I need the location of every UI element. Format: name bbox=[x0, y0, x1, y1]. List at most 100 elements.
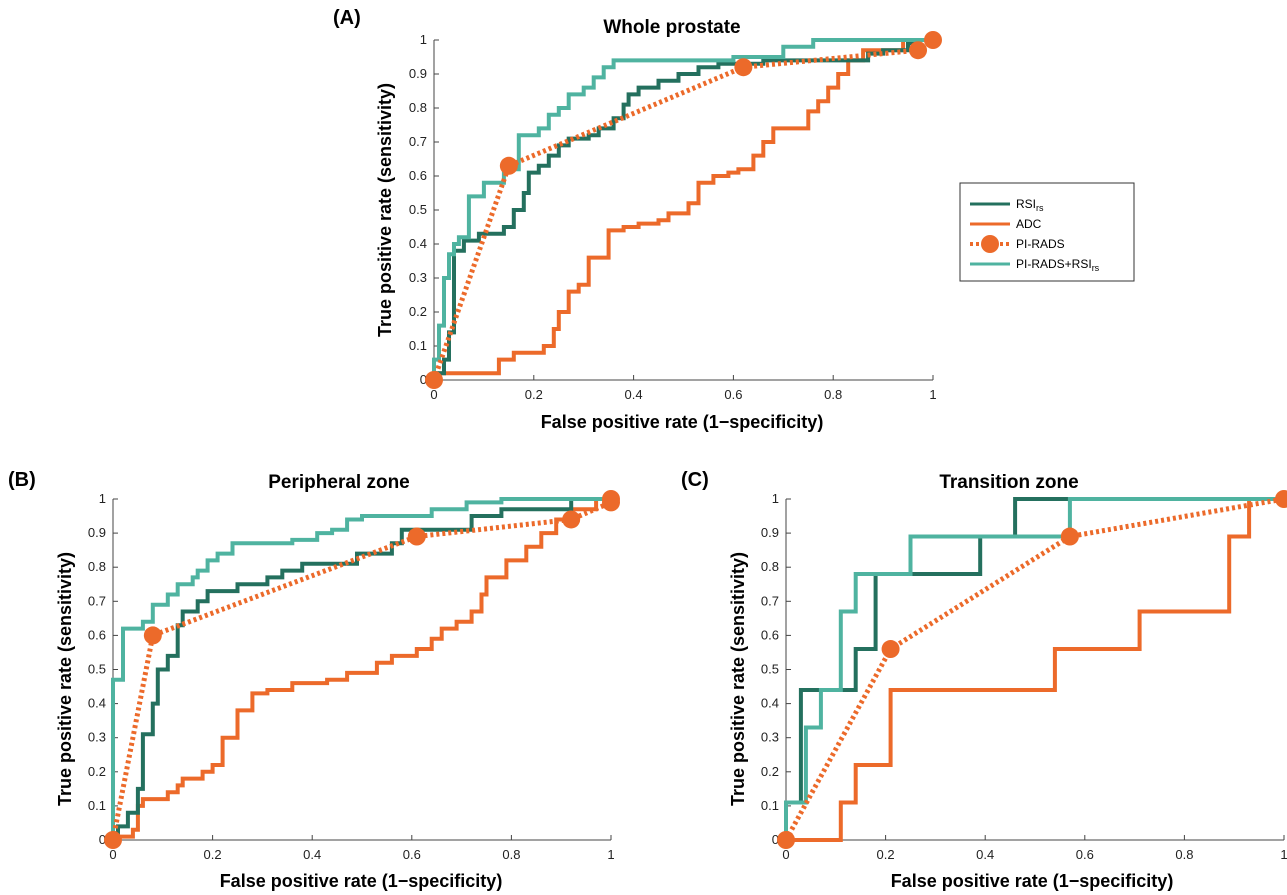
x-tick-label-a: 0.8 bbox=[824, 387, 842, 402]
y-tick-label-c: 0.5 bbox=[761, 662, 779, 677]
pirads-point-c bbox=[777, 831, 795, 849]
y-tick-label-a: 0.6 bbox=[409, 168, 427, 183]
y-tick-label-c: 0.6 bbox=[761, 627, 779, 642]
pirads-point-c bbox=[881, 640, 900, 659]
legend-entry-rsi: RSIrs bbox=[970, 197, 1044, 213]
y-tick-label-a: 0.2 bbox=[409, 304, 427, 319]
x-tick-label-b: 0 bbox=[109, 847, 116, 862]
legend: RSIrs ADC PI-RADS PI-RADS+RSIrs bbox=[959, 182, 1135, 282]
series-line-pirads-a bbox=[431, 37, 935, 381]
panel-label-c: (C) bbox=[681, 469, 709, 491]
y-axis-label-c: True positive rate (sensitivity) bbox=[728, 552, 748, 806]
y-tick-label-a: 0.3 bbox=[409, 270, 427, 285]
y-tick-label-a: 0 bbox=[420, 372, 427, 387]
y-tick-label-c: 1 bbox=[772, 491, 779, 506]
y-tick-label-c: 0.8 bbox=[761, 559, 779, 574]
series-line-rsi-c bbox=[784, 497, 1284, 840]
y-tick-label-c: 0.1 bbox=[761, 798, 779, 813]
panel-peripheral-zone: (B) Peripheral zone False positive rate … bbox=[8, 469, 620, 891]
x-tick-label-b: 0.8 bbox=[502, 847, 520, 862]
x-axis-label-b: False positive rate (1−specificity) bbox=[220, 871, 503, 891]
panel-transition-zone: (C) Transition zone False positive rate … bbox=[681, 469, 1287, 891]
legend-entry-pirads: PI-RADS bbox=[970, 235, 1065, 253]
x-tick-label-b: 0.2 bbox=[204, 847, 222, 862]
legend-entry-adc: ADC bbox=[970, 217, 1042, 231]
series-line-pirads-c bbox=[783, 496, 1285, 842]
pirads-point-c bbox=[1060, 527, 1079, 546]
series-line-combo-c bbox=[784, 497, 1284, 840]
y-tick-label-b: 0.9 bbox=[88, 525, 106, 540]
x-tick-label-c: 0.2 bbox=[877, 847, 895, 862]
pirads-point-a bbox=[425, 371, 443, 389]
legend-entry-combo: PI-RADS+RSIrs bbox=[970, 257, 1100, 273]
x-tick-label-c: 1 bbox=[1280, 847, 1287, 862]
series-line-pirads-b bbox=[110, 499, 614, 841]
pirads-point-a bbox=[734, 58, 753, 77]
pirads-point-b bbox=[602, 490, 620, 508]
chart-title-peripheral-zone: Peripheral zone bbox=[268, 472, 410, 493]
y-tick-label-b: 0.7 bbox=[88, 593, 106, 608]
x-tick-label-c: 0 bbox=[782, 847, 789, 862]
y-tick-label-c: 0.4 bbox=[761, 696, 779, 711]
x-tick-label-c: 0.8 bbox=[1175, 847, 1193, 862]
x-axis-label-a: False positive rate (1−specificity) bbox=[541, 412, 824, 432]
legend-marker-pirads bbox=[981, 235, 999, 253]
legend-label-combo: PI-RADS+RSIrs bbox=[1016, 257, 1100, 273]
y-tick-label-a: 0.9 bbox=[409, 66, 427, 81]
pirads-point-a bbox=[499, 156, 518, 175]
series-line-adc-a bbox=[432, 38, 933, 380]
y-tick-label-c: 0.2 bbox=[761, 764, 779, 779]
y-tick-label-c: 0.9 bbox=[761, 525, 779, 540]
y-tick-label-c: 0 bbox=[772, 832, 779, 847]
y-tick-label-a: 0.5 bbox=[409, 202, 427, 217]
series-line-adc-b bbox=[111, 497, 611, 840]
pirads-point-b bbox=[104, 831, 122, 849]
panel-whole-prostate: (A) Whole prostate False positive rate (… bbox=[333, 7, 942, 432]
chart-title-transition-zone: Transition zone bbox=[939, 472, 1078, 493]
pirads-point-b bbox=[562, 510, 581, 529]
y-tick-label-a: 1 bbox=[420, 32, 427, 47]
legend-label-adc: ADC bbox=[1016, 217, 1042, 231]
y-axis-label-a: True positive rate (sensitivity) bbox=[375, 83, 395, 337]
y-tick-label-b: 0.8 bbox=[88, 559, 106, 574]
x-tick-label-b: 1 bbox=[607, 847, 614, 862]
legend-label-rsi: RSIrs bbox=[1016, 197, 1044, 213]
y-tick-label-b: 0.2 bbox=[88, 764, 106, 779]
series-line-adc-c bbox=[786, 497, 1284, 842]
x-tick-label-a: 1 bbox=[929, 387, 936, 402]
y-tick-label-a: 0.8 bbox=[409, 100, 427, 115]
x-tick-label-c: 0.6 bbox=[1076, 847, 1094, 862]
series-line-rsi-a bbox=[432, 38, 933, 380]
pirads-point-a bbox=[924, 31, 942, 49]
series-line-rsi-b bbox=[111, 497, 611, 840]
y-tick-label-b: 0 bbox=[99, 832, 106, 847]
y-tick-label-c: 0.3 bbox=[761, 730, 779, 745]
y-tick-label-a: 0.4 bbox=[409, 236, 427, 251]
y-tick-label-b: 0.1 bbox=[88, 798, 106, 813]
y-tick-label-b: 0.6 bbox=[88, 627, 106, 642]
pirads-point-c bbox=[1275, 490, 1287, 508]
x-tick-label-b: 0.4 bbox=[303, 847, 321, 862]
y-tick-label-b: 0.4 bbox=[88, 696, 106, 711]
y-tick-label-b: 0.3 bbox=[88, 730, 106, 745]
y-tick-label-a: 0.1 bbox=[409, 338, 427, 353]
chart-title-whole-prostate: Whole prostate bbox=[603, 17, 740, 38]
x-axis-label-c: False positive rate (1−specificity) bbox=[891, 871, 1174, 891]
series-line-combo-a bbox=[432, 38, 933, 380]
pirads-point-b bbox=[407, 527, 426, 546]
y-tick-label-b: 1 bbox=[99, 491, 106, 506]
x-tick-label-a: 0.6 bbox=[724, 387, 742, 402]
y-tick-label-c: 0.7 bbox=[761, 593, 779, 608]
x-tick-label-c: 0.4 bbox=[976, 847, 994, 862]
y-tick-label-b: 0.5 bbox=[88, 662, 106, 677]
x-tick-label-a: 0.4 bbox=[625, 387, 643, 402]
x-tick-label-b: 0.6 bbox=[403, 847, 421, 862]
pirads-point-b bbox=[143, 626, 162, 645]
y-axis-label-b: True positive rate (sensitivity) bbox=[55, 552, 75, 806]
pirads-point-a bbox=[909, 41, 928, 60]
y-tick-label-a: 0.7 bbox=[409, 134, 427, 149]
series-line-combo-b bbox=[111, 497, 611, 840]
panel-label-a: (A) bbox=[333, 7, 361, 29]
x-tick-label-a: 0 bbox=[430, 387, 437, 402]
